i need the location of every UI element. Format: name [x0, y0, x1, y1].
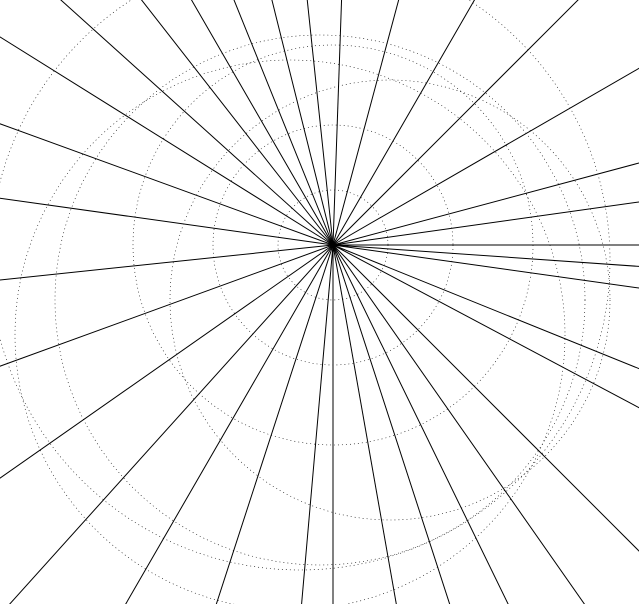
- radial-line-diagram: [0, 0, 639, 604]
- ray-14: [0, 245, 333, 604]
- ray-33: [333, 120, 639, 245]
- ray-13: [0, 245, 333, 604]
- dotted-circle-4: [15, 60, 565, 604]
- ray-3: [333, 245, 639, 582]
- ray-12: [55, 245, 333, 604]
- ray-26: [239, 0, 333, 245]
- ray-7: [333, 245, 639, 604]
- ray-28: [333, 0, 566, 245]
- ray-17: [0, 245, 333, 339]
- ray-27: [333, 0, 364, 245]
- ray-11: [255, 245, 333, 604]
- ray-1: [333, 245, 639, 308]
- dotted-circle-3: [55, 35, 585, 565]
- ray-15: [0, 245, 333, 604]
- ray-18: [0, 120, 333, 245]
- ray-8: [333, 245, 611, 604]
- ray-32: [333, 12, 639, 245]
- ray-25: [115, 0, 333, 245]
- ray-4: [333, 245, 639, 604]
- radial-lines-group: [0, 0, 639, 604]
- ray-24: [0, 0, 333, 245]
- ray-6: [333, 245, 639, 604]
- dotted-circle-6: [0, 0, 610, 570]
- ray-5: [333, 245, 639, 604]
